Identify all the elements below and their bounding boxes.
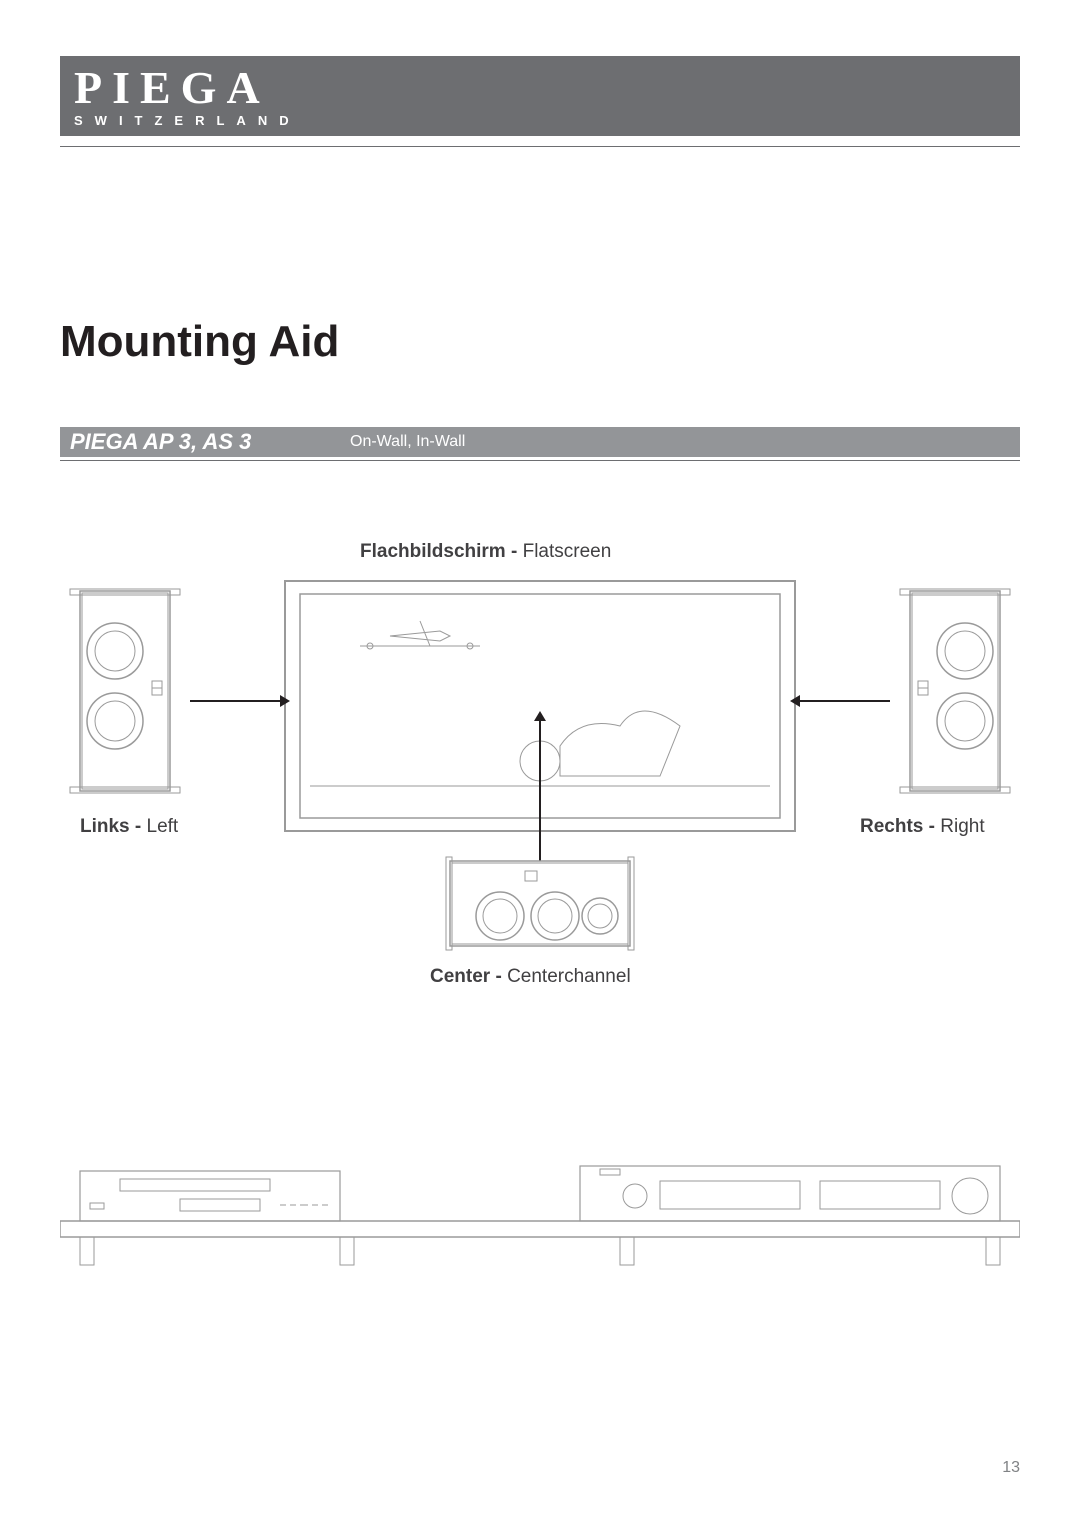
label-right: Rechts - Right — [860, 816, 985, 838]
label-left: Links - Left — [80, 816, 178, 838]
av-rack-icon — [60, 1151, 1020, 1271]
label-tv-light: Flatscreen — [523, 541, 612, 562]
label-right-light: Right — [940, 816, 984, 837]
brand-name: PIEGA — [74, 65, 301, 111]
label-right-bold: Rechts - — [860, 816, 940, 837]
arrow-up-icon — [530, 711, 550, 861]
speaker-right-icon — [890, 581, 1020, 811]
brand-logo: PIEGA SWITZERLAND — [74, 65, 301, 128]
label-tv: Flachbildschirm - Flatscreen — [360, 541, 611, 563]
header-rule — [60, 146, 1020, 147]
label-center-bold: Center - — [430, 966, 507, 987]
model-type: On-Wall, In-Wall — [350, 433, 465, 451]
arrow-left-icon — [190, 691, 290, 711]
page: PIEGA SWITZERLAND Mounting Aid PIEGA AP … — [0, 0, 1080, 1527]
arrow-right-icon — [790, 691, 890, 711]
page-number: 13 — [1002, 1459, 1020, 1477]
label-left-light: Left — [147, 816, 179, 837]
model-rule — [60, 460, 1020, 461]
label-center-light: Centerchannel — [507, 966, 631, 987]
label-center: Center - Centerchannel — [430, 966, 631, 988]
brand-sub: SWITZERLAND — [74, 113, 301, 128]
page-title: Mounting Aid — [60, 317, 1020, 367]
model-bar: PIEGA AP 3, AS 3 On-Wall, In-Wall — [60, 427, 1020, 457]
speaker-left-icon — [60, 581, 190, 811]
header-bar: PIEGA SWITZERLAND — [60, 56, 1020, 136]
diagram-area: Flachbildschirm - Flatscreen Links - Lef… — [60, 541, 1020, 1101]
speaker-center-icon — [440, 851, 640, 961]
label-left-bold: Links - — [80, 816, 147, 837]
label-tv-bold: Flachbildschirm - — [360, 541, 523, 562]
model-name: PIEGA AP 3, AS 3 — [60, 429, 350, 455]
